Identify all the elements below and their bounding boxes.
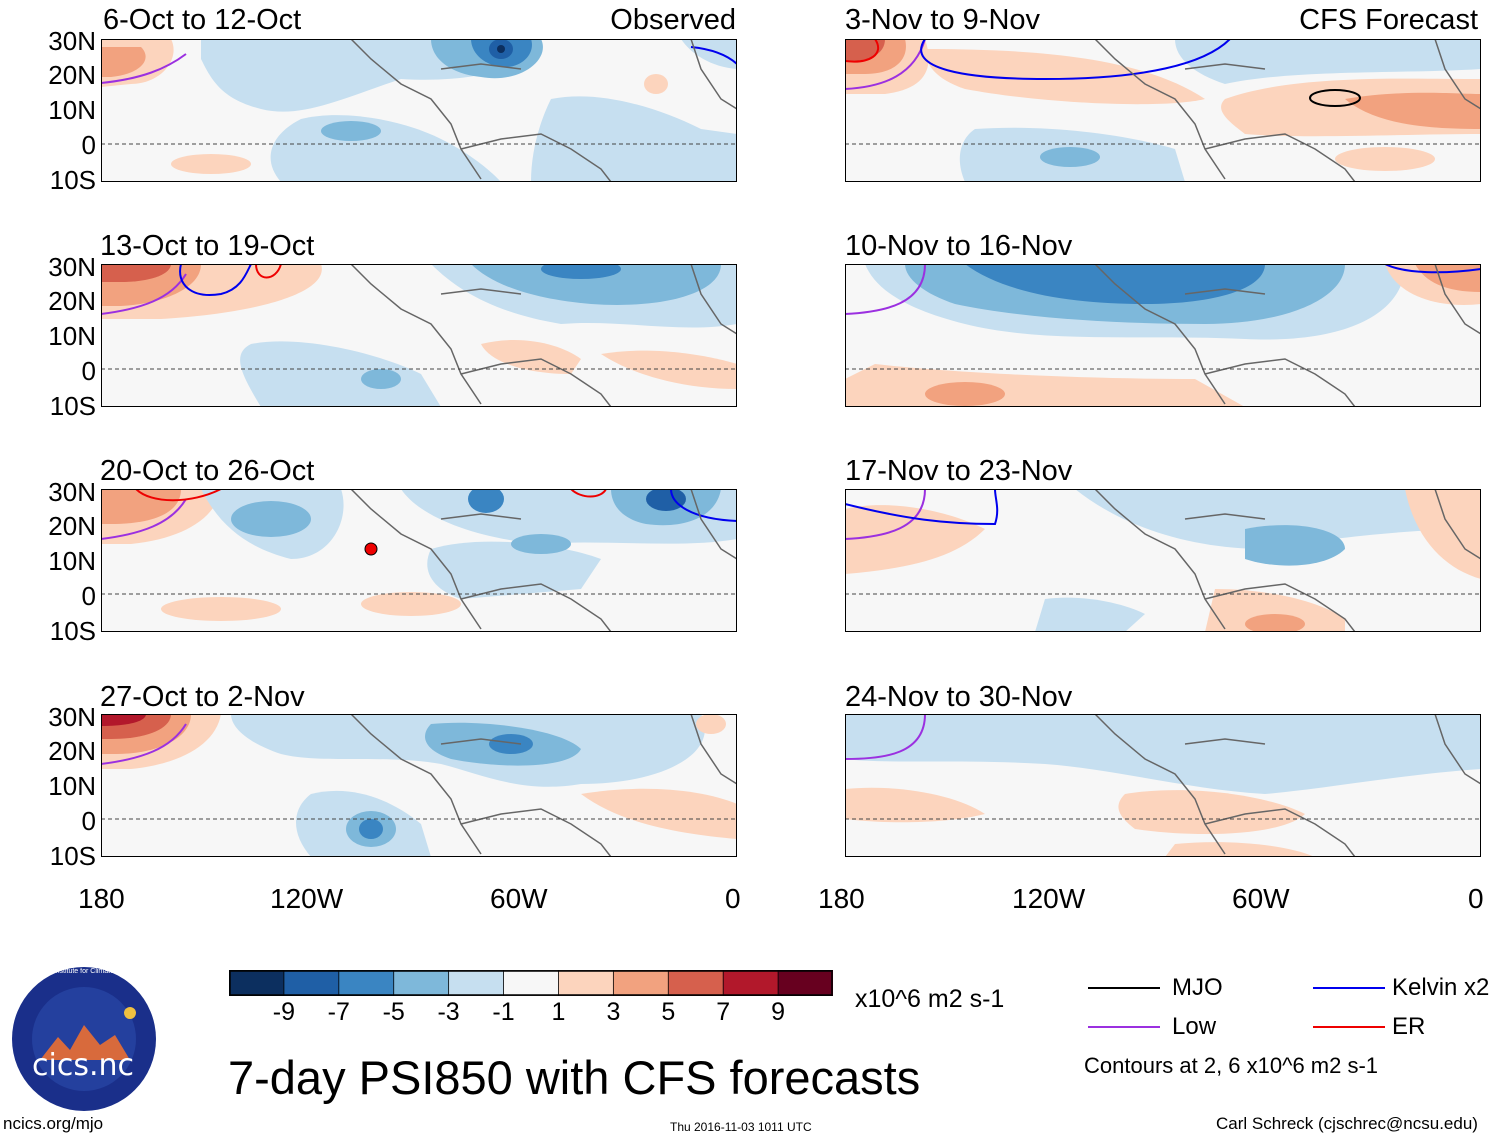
- lon-label: 120W: [1012, 883, 1086, 914]
- colorbar-swatch: [448, 970, 505, 996]
- legend-line-kelvin: [1313, 987, 1385, 989]
- colorbar-tick-label: -5: [382, 998, 405, 1026]
- lat-label: 10N: [48, 95, 96, 125]
- legend-label-low: Low: [1172, 1013, 1217, 1040]
- legend-line-er: [1313, 1026, 1385, 1028]
- panel-title-forecast-3: 17-Nov to 23-Nov: [845, 455, 1073, 487]
- lat-label: 0: [81, 806, 96, 836]
- lat-label: 10N: [48, 771, 96, 801]
- colorbar-tick-label: -7: [327, 998, 350, 1026]
- lat-label: 0: [81, 130, 96, 160]
- lon-label: 120W: [270, 883, 344, 914]
- panel-title-observed-3: 20-Oct to 26-Oct: [100, 455, 315, 487]
- legend-label-mjo: MJO: [1172, 974, 1223, 1001]
- colorbar-tick-label: 3: [606, 998, 621, 1026]
- panel-title-observed-2: 13-Oct to 19-Oct: [100, 230, 315, 262]
- map-panel-observed-1: [101, 39, 737, 182]
- panel-title-forecast-4: 24-Nov to 30-Nov: [845, 681, 1073, 713]
- colorbar-swatch: [722, 970, 779, 996]
- lon-label: 0: [725, 883, 741, 914]
- legend-line-mjo: [1088, 987, 1160, 989]
- cics-logo: [12, 967, 156, 1111]
- colorbar-tick-label: -3: [437, 998, 460, 1026]
- lon-label: 180: [818, 883, 865, 914]
- panel-title-observed-4: 27-Oct to 2-Nov: [100, 681, 305, 713]
- colorbar-swatch: [612, 970, 670, 996]
- map-panel-observed-4: [101, 714, 737, 857]
- observed-label: Observed: [610, 4, 736, 36]
- colorbar-tick-label: -9: [272, 998, 295, 1026]
- colorbar-swatch: [338, 970, 395, 996]
- lat-label: 10S: [49, 165, 96, 195]
- map-panel-observed-3: [101, 489, 737, 632]
- lat-label: 30N: [48, 477, 96, 507]
- legend-label-kelvin: Kelvin x2: [1392, 974, 1490, 1001]
- colorbar-swatch: [777, 970, 833, 996]
- colorbar-swatch: [667, 970, 725, 996]
- colorbar-swatch: [229, 970, 285, 996]
- lat-label: 0: [81, 581, 96, 611]
- legend-note: Contours at 2, 6 x10^6 m2 s-1: [1084, 1053, 1379, 1078]
- map-panel-forecast-3: [845, 489, 1481, 632]
- logo-mountains-icon: [40, 1025, 130, 1060]
- colorbar-swatch: [558, 970, 615, 996]
- lat-label: 10N: [48, 321, 96, 351]
- lat-label: 30N: [48, 26, 96, 56]
- map-panel-observed-2: [101, 264, 737, 407]
- map-panel-forecast-2: [845, 264, 1481, 407]
- lon-label: 60W: [1232, 883, 1290, 914]
- legend-label-er: ER: [1392, 1013, 1426, 1040]
- logo-sun-icon: [124, 1007, 136, 1019]
- map-panel-forecast-1: [845, 39, 1481, 182]
- colorbar-swatch: [283, 970, 340, 996]
- panel-title-forecast-1: 3-Nov to 9-Nov: [845, 4, 1041, 36]
- lon-label: 180: [78, 883, 125, 914]
- colorbar-tick-label: -1: [492, 998, 515, 1026]
- lat-label: 30N: [48, 702, 96, 732]
- panel-title-forecast-2: 10-Nov to 16-Nov: [845, 230, 1073, 262]
- panel-title-observed-1: 6-Oct to 12-Oct: [103, 4, 302, 36]
- lat-label: 20N: [48, 736, 96, 766]
- colorbar-tick-label: 5: [661, 998, 676, 1026]
- colorbar-tick-label: 9: [771, 998, 786, 1026]
- colorbar: [229, 970, 833, 996]
- lat-label: 20N: [48, 60, 96, 90]
- footer-timestamp: Thu 2016-11-03 1011 UTC: [670, 1120, 812, 1134]
- lat-label: 10S: [49, 616, 96, 646]
- logo-ring-text: Cooperative Institute for Climate and Sa…: [14, 968, 154, 975]
- lat-label: 10N: [48, 546, 96, 576]
- forecast-label: CFS Forecast: [1299, 4, 1478, 36]
- lat-label: 30N: [48, 252, 96, 282]
- lon-label: 0: [1468, 883, 1484, 914]
- lat-label: 10S: [49, 841, 96, 871]
- lat-label: 10S: [49, 391, 96, 421]
- colorbar-swatch: [393, 970, 450, 996]
- footer-author: Carl Schreck (cjschrec@ncsu.edu): [1216, 1114, 1478, 1133]
- map-panel-forecast-4: [845, 714, 1481, 857]
- colorbar-tick-label: 1: [551, 998, 566, 1026]
- colorbar-tick-label: 7: [716, 998, 731, 1026]
- footer-url[interactable]: ncics.org/mjo: [3, 1114, 104, 1133]
- legend-line-low: [1088, 1026, 1160, 1028]
- lat-label: 20N: [48, 286, 96, 316]
- main-title: 7-day PSI850 with CFS forecasts: [228, 1051, 921, 1104]
- colorbar-swatch: [503, 970, 560, 996]
- lat-label: 0: [81, 356, 96, 386]
- lon-label: 60W: [490, 883, 548, 914]
- colorbar-units: x10^6 m2 s-1: [855, 985, 1005, 1013]
- lat-label: 20N: [48, 511, 96, 541]
- logo-text: cics.nc: [32, 1048, 134, 1083]
